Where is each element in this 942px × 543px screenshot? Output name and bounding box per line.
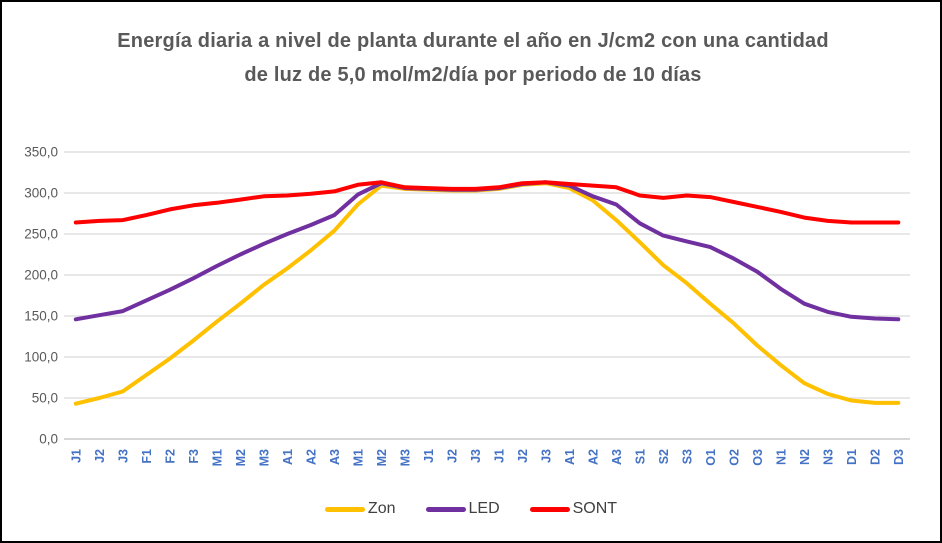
y-axis-label: 350,0	[24, 145, 58, 160]
x-axis-label: M3	[398, 449, 412, 466]
y-axis-label: 200,0	[24, 268, 58, 283]
legend-item-led: LED	[425, 500, 500, 518]
x-axis-label: S3	[680, 449, 694, 464]
y-axis-label: 100,0	[24, 350, 58, 365]
x-axis-label: J2	[93, 449, 107, 463]
x-axis-label: O1	[704, 449, 718, 466]
series-line-zon	[73, 181, 901, 406]
legend-item-zon: Zon	[324, 500, 396, 518]
x-axis-label: N2	[798, 449, 812, 465]
x-axis-label: J1	[69, 449, 83, 463]
x-axis-label: A2	[304, 449, 318, 465]
x-axis-label: M2	[234, 449, 248, 466]
x-axis-label: A2	[586, 449, 600, 465]
y-axis-label: 0,0	[39, 432, 58, 447]
x-axis-label: A3	[610, 449, 624, 465]
x-axis-label: A1	[563, 449, 577, 465]
y-axis-label: 300,0	[24, 186, 58, 201]
x-axis-label: J1	[492, 449, 506, 463]
series-line-sont	[73, 180, 901, 225]
legend-item-sont: SONT	[529, 500, 618, 518]
x-axis-label: O2	[727, 449, 741, 466]
x-axis-label: J3	[116, 449, 130, 463]
chart-legend: Zon LED SONT	[2, 500, 940, 518]
legend-label-led: LED	[468, 500, 500, 517]
x-axis-label: A3	[328, 449, 342, 465]
x-axis-label: D2	[868, 449, 882, 465]
y-axis-label: 150,0	[24, 309, 58, 324]
y-axis-label: 50,0	[32, 391, 58, 406]
x-axis-label: J2	[516, 449, 530, 463]
legend-swatch-sont	[529, 506, 570, 512]
x-axis-label: J3	[469, 449, 483, 463]
legend-label-zon: Zon	[367, 500, 396, 517]
x-axis-label: N3	[821, 449, 835, 465]
y-axis-label: 250,0	[24, 227, 58, 242]
x-axis-label: D3	[892, 449, 906, 465]
legend-swatch-zon	[324, 506, 365, 512]
x-axis-label: M1	[351, 449, 365, 466]
x-axis-label: D1	[845, 449, 859, 465]
x-axis-label: S2	[657, 449, 671, 464]
x-axis-label: J3	[539, 449, 553, 463]
x-axis-label: M2	[375, 449, 389, 466]
x-axis-label: F2	[163, 449, 177, 464]
x-axis-label: F1	[140, 449, 154, 464]
chart-title: Energía diaria a nivel de planta durante…	[117, 30, 829, 86]
x-axis-label: M3	[257, 449, 271, 466]
x-axis-label: M1	[210, 449, 224, 466]
legend-label-sont: SONT	[572, 500, 618, 517]
x-axis-label: N1	[774, 449, 788, 465]
x-axis-label: A1	[281, 449, 295, 465]
x-axis-label: O3	[751, 449, 765, 466]
x-axis-label: S1	[633, 449, 647, 464]
legend-swatch-led	[425, 506, 466, 512]
x-axis-label: F3	[187, 449, 201, 464]
x-axis-label: J1	[422, 449, 436, 463]
x-axis-label: J2	[445, 449, 459, 463]
